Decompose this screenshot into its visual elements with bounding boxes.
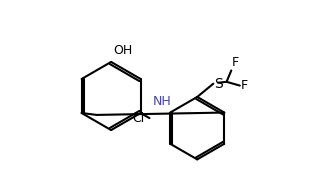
Text: F: F bbox=[241, 79, 248, 92]
Text: NH: NH bbox=[153, 95, 172, 108]
Text: S: S bbox=[214, 77, 223, 91]
Text: F: F bbox=[231, 55, 238, 69]
Text: OH: OH bbox=[113, 44, 132, 57]
Text: Cl: Cl bbox=[132, 112, 145, 125]
